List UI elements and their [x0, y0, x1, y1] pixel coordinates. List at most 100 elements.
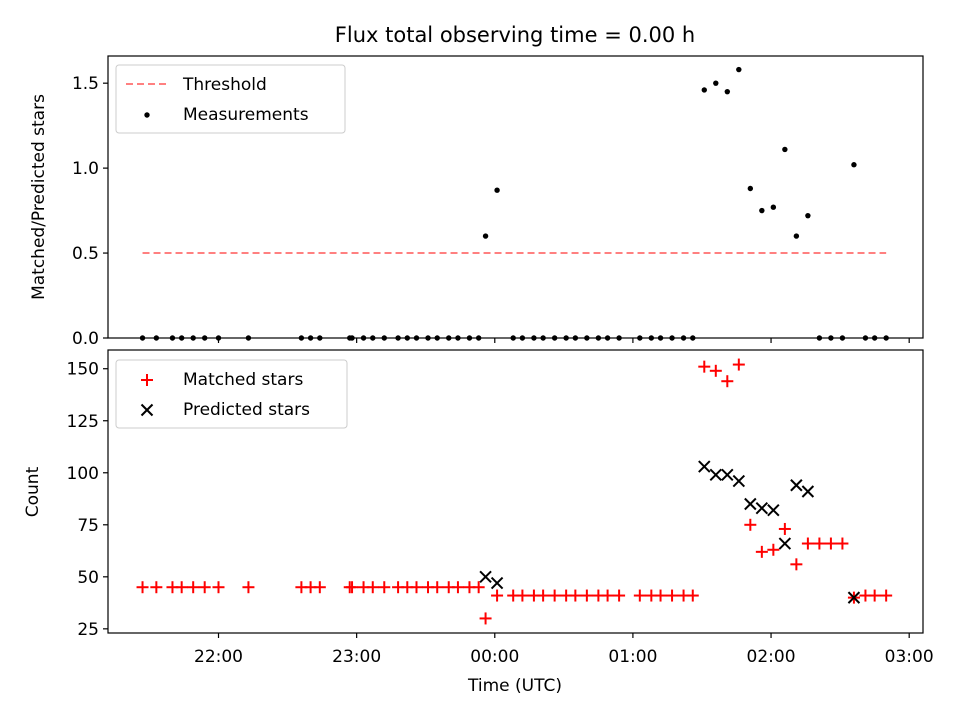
matched-point: [790, 558, 803, 571]
ratio-ytick-label: 0.5: [72, 244, 99, 264]
matched-point: [187, 581, 200, 594]
count-xlabel: Time (UTC): [467, 676, 562, 696]
measurement-point: [805, 212, 811, 219]
measurements-legend-label: Measurements: [183, 105, 309, 125]
predicted-point: [709, 468, 723, 482]
matched-point: [212, 581, 225, 594]
measurement-point: [793, 233, 800, 239]
count-xtick-label: 00:00: [470, 647, 519, 667]
matched-point: [410, 581, 423, 594]
matched-point: [767, 543, 780, 556]
count-ytick-label: 50: [77, 568, 99, 588]
measurement-point: [782, 146, 788, 153]
matched-point: [479, 612, 492, 625]
count-ytick-label: 125: [67, 412, 99, 432]
ratio-legend-box: [115, 64, 346, 134]
matched-point: [346, 581, 359, 594]
count-ytick-label: 150: [67, 360, 99, 380]
matched-point: [836, 537, 849, 550]
matched-point: [601, 589, 614, 602]
predicted-point: [732, 474, 746, 488]
count-axes-frame: [107, 349, 924, 634]
count-xtick-label: 22:00: [194, 647, 243, 667]
matched-legend-swatch: [141, 374, 153, 386]
matched-point: [755, 545, 768, 558]
matched-point: [732, 358, 745, 371]
matched-point: [431, 581, 444, 594]
matched-point: [633, 589, 646, 602]
ratio-legend: Threshold Measurements: [115, 64, 346, 134]
matched-point: [175, 581, 188, 594]
matched-point: [516, 589, 529, 602]
count-legend: Matched stars Predicted stars: [115, 359, 348, 429]
matched-point: [580, 589, 593, 602]
matched-point: [366, 581, 379, 594]
matched-point: [813, 537, 826, 550]
matched-point: [868, 589, 881, 602]
matched-point: [313, 581, 326, 594]
predicted-point: [767, 504, 780, 517]
measurement-point: [747, 185, 754, 192]
matched-point: [136, 581, 149, 594]
measurement-point: [482, 233, 489, 239]
count-xtick-label: 03:00: [885, 647, 934, 667]
count-ytick-label: 75: [77, 516, 99, 536]
predicted-point: [744, 497, 757, 511]
predicted-point: [479, 570, 492, 584]
matched-point: [686, 589, 699, 602]
measurement-point: [759, 207, 765, 214]
matched-point: [709, 364, 722, 377]
measurement-point: [851, 162, 857, 168]
ratio-ytick-label: 0.0: [72, 329, 99, 349]
matched-point: [880, 589, 893, 602]
measurement-point: [713, 80, 719, 86]
count-xtick-label: 01:00: [608, 647, 657, 667]
chart-title: Flux total observing time = 0.00 h: [335, 23, 695, 47]
matched-point: [801, 537, 814, 550]
ratio-axes-frame: [107, 55, 924, 339]
matched-point: [654, 589, 667, 602]
matched-point: [472, 581, 485, 594]
measurement-point: [724, 88, 731, 95]
ratio-ytick-label: 1.0: [72, 159, 99, 179]
predicted-point: [778, 537, 792, 550]
matched-point: [198, 581, 211, 594]
matched-point: [242, 581, 255, 594]
matched-point: [613, 589, 626, 602]
matched-point: [569, 589, 582, 602]
matched-point: [721, 375, 734, 388]
measurement-point: [770, 204, 777, 210]
ratio-ylabel: Matched/Predicted stars: [29, 94, 49, 300]
matched-point: [150, 581, 163, 594]
count-legend-box: [115, 359, 348, 429]
threshold-legend-label: Threshold: [182, 75, 267, 95]
predicted-legend-swatch: [140, 403, 154, 417]
matched-point: [744, 518, 757, 531]
matched-point: [548, 589, 561, 602]
count-ytick-label: 100: [67, 464, 99, 484]
count-ylabel: Count: [23, 466, 43, 517]
measurement-point: [701, 87, 707, 93]
count-ytick-label: 25: [77, 620, 99, 640]
predicted-point: [698, 460, 711, 473]
predicted-point: [755, 501, 769, 515]
measurements-legend-swatch: [144, 112, 150, 118]
count-xtick-label: 02:00: [747, 647, 796, 667]
matched-point: [824, 537, 837, 550]
predicted-legend-marker: [140, 403, 154, 417]
matched-legend-marker: [141, 374, 153, 386]
count-xtick-label: 23:00: [332, 647, 381, 667]
matched-point: [666, 589, 679, 602]
matched-point: [698, 360, 711, 373]
ratio-panel: 0.0 0.5 1.0 1.5 Matched/Predicted stars Thr…: [29, 55, 924, 349]
matched-point: [451, 581, 464, 594]
measurement-point: [494, 187, 500, 193]
matched-point: [378, 581, 391, 594]
matched-point: [537, 589, 550, 602]
count-panel: 25 50 75 100 125 150 22:00 23:00 00:00 01:00 02:0…: [23, 349, 934, 696]
predicted-point: [790, 479, 803, 492]
matched-legend-label: Matched stars: [183, 370, 303, 390]
predicted-point: [801, 485, 815, 498]
matched-point: [491, 589, 504, 602]
